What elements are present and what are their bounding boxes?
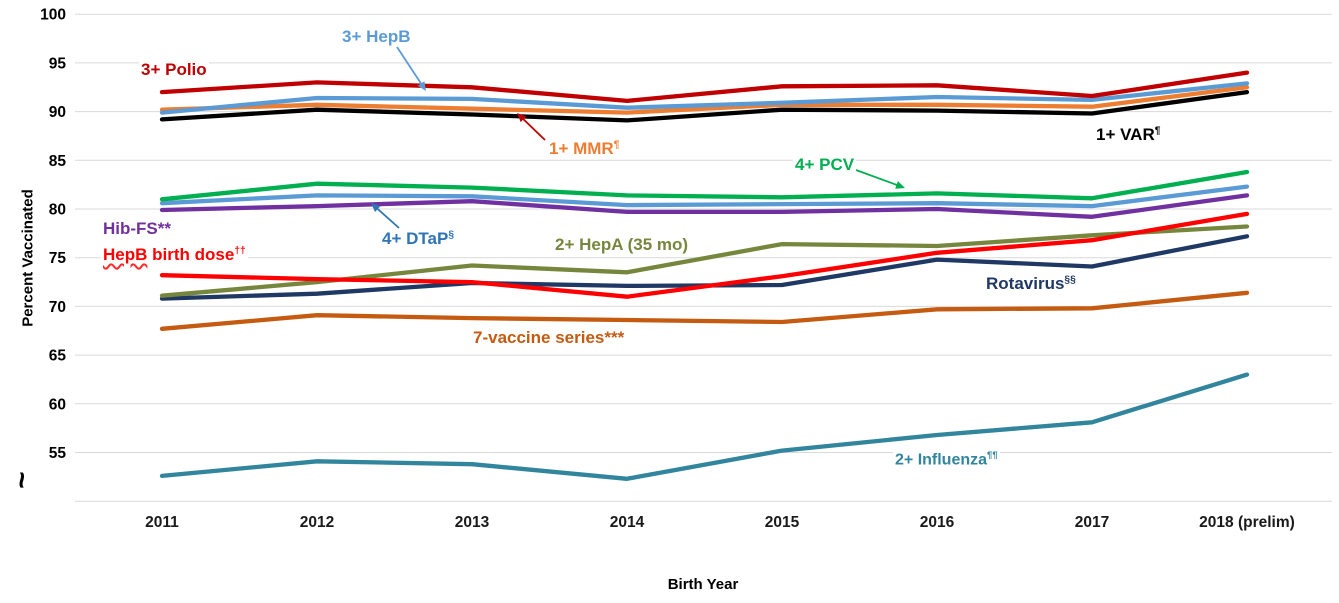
series-line-4-pcv bbox=[159, 169, 1250, 202]
arrowhead-icon-4-dtap bbox=[371, 203, 381, 212]
series-line-7-vaccine-series bbox=[159, 290, 1250, 331]
x-tick-label: 2012 bbox=[300, 514, 334, 531]
y-tick-label-85: 85 bbox=[49, 153, 67, 170]
arrow-line-1-mmr bbox=[520, 116, 546, 141]
x-tick-label: 2013 bbox=[455, 514, 490, 531]
series-line-hepb-birth-dose bbox=[159, 211, 1250, 299]
y-tick-label-70: 70 bbox=[49, 299, 66, 316]
x-tick-label: 2016 bbox=[920, 514, 955, 531]
arrowhead-icon-3-hepb bbox=[417, 81, 426, 91]
series-line-4-dtap bbox=[159, 184, 1250, 209]
x-tick-label: 2017 bbox=[1075, 514, 1109, 531]
arrow-line-3-hepb bbox=[396, 46, 424, 87]
arrow-4-pcv bbox=[855, 169, 905, 189]
arrow-line-4-pcv bbox=[855, 169, 900, 187]
x-tick-label: 2018 (prelim) bbox=[1199, 514, 1295, 531]
x-axis-title: Birth Year bbox=[667, 576, 739, 593]
y-tick-label-80: 80 bbox=[49, 202, 66, 219]
y-axis-break-icon: ~ bbox=[5, 471, 38, 489]
arrow-3-hepb bbox=[396, 46, 426, 91]
series-line-3-polio bbox=[159, 70, 1250, 104]
x-tick-label: 2014 bbox=[610, 514, 645, 531]
y-axis-title: Percent Vaccinated bbox=[19, 189, 37, 327]
x-tick-label: 2011 bbox=[145, 514, 179, 531]
y-axis-tick-labels: 100 95 90 85 80 75 70 65 60 55 bbox=[40, 7, 66, 462]
arrowhead-icon-4-pcv bbox=[895, 181, 905, 189]
y-tick-label-65: 65 bbox=[49, 348, 67, 365]
arrow-4-dtap bbox=[371, 203, 400, 229]
x-axis-tick-labels: 2011 2012 2013 2014 2015 2016 2017 2018 (prelim… bbox=[145, 514, 1295, 531]
y-tick-label-75: 75 bbox=[49, 250, 67, 267]
y-tick-label-100: 100 bbox=[40, 7, 66, 24]
x-tick-label: 2015 bbox=[765, 514, 800, 531]
series-line-hib-fs bbox=[159, 193, 1250, 219]
arrow-line-4-dtap bbox=[375, 206, 400, 229]
y-tick-label-90: 90 bbox=[49, 104, 66, 121]
arrowhead-icon-1-mmr bbox=[517, 113, 527, 123]
series-line-1-var bbox=[159, 89, 1250, 123]
arrow-1-mmr bbox=[517, 113, 546, 141]
series-line-rotavirus bbox=[159, 234, 1250, 301]
series-line-2-influenza bbox=[159, 372, 1250, 481]
y-tick-label-60: 60 bbox=[49, 396, 66, 413]
y-tick-label-55: 55 bbox=[49, 445, 67, 462]
y-tick-label-95: 95 bbox=[49, 55, 67, 72]
series-line-1-mmr bbox=[159, 85, 1250, 115]
series-line-3-hepb bbox=[159, 81, 1250, 115]
